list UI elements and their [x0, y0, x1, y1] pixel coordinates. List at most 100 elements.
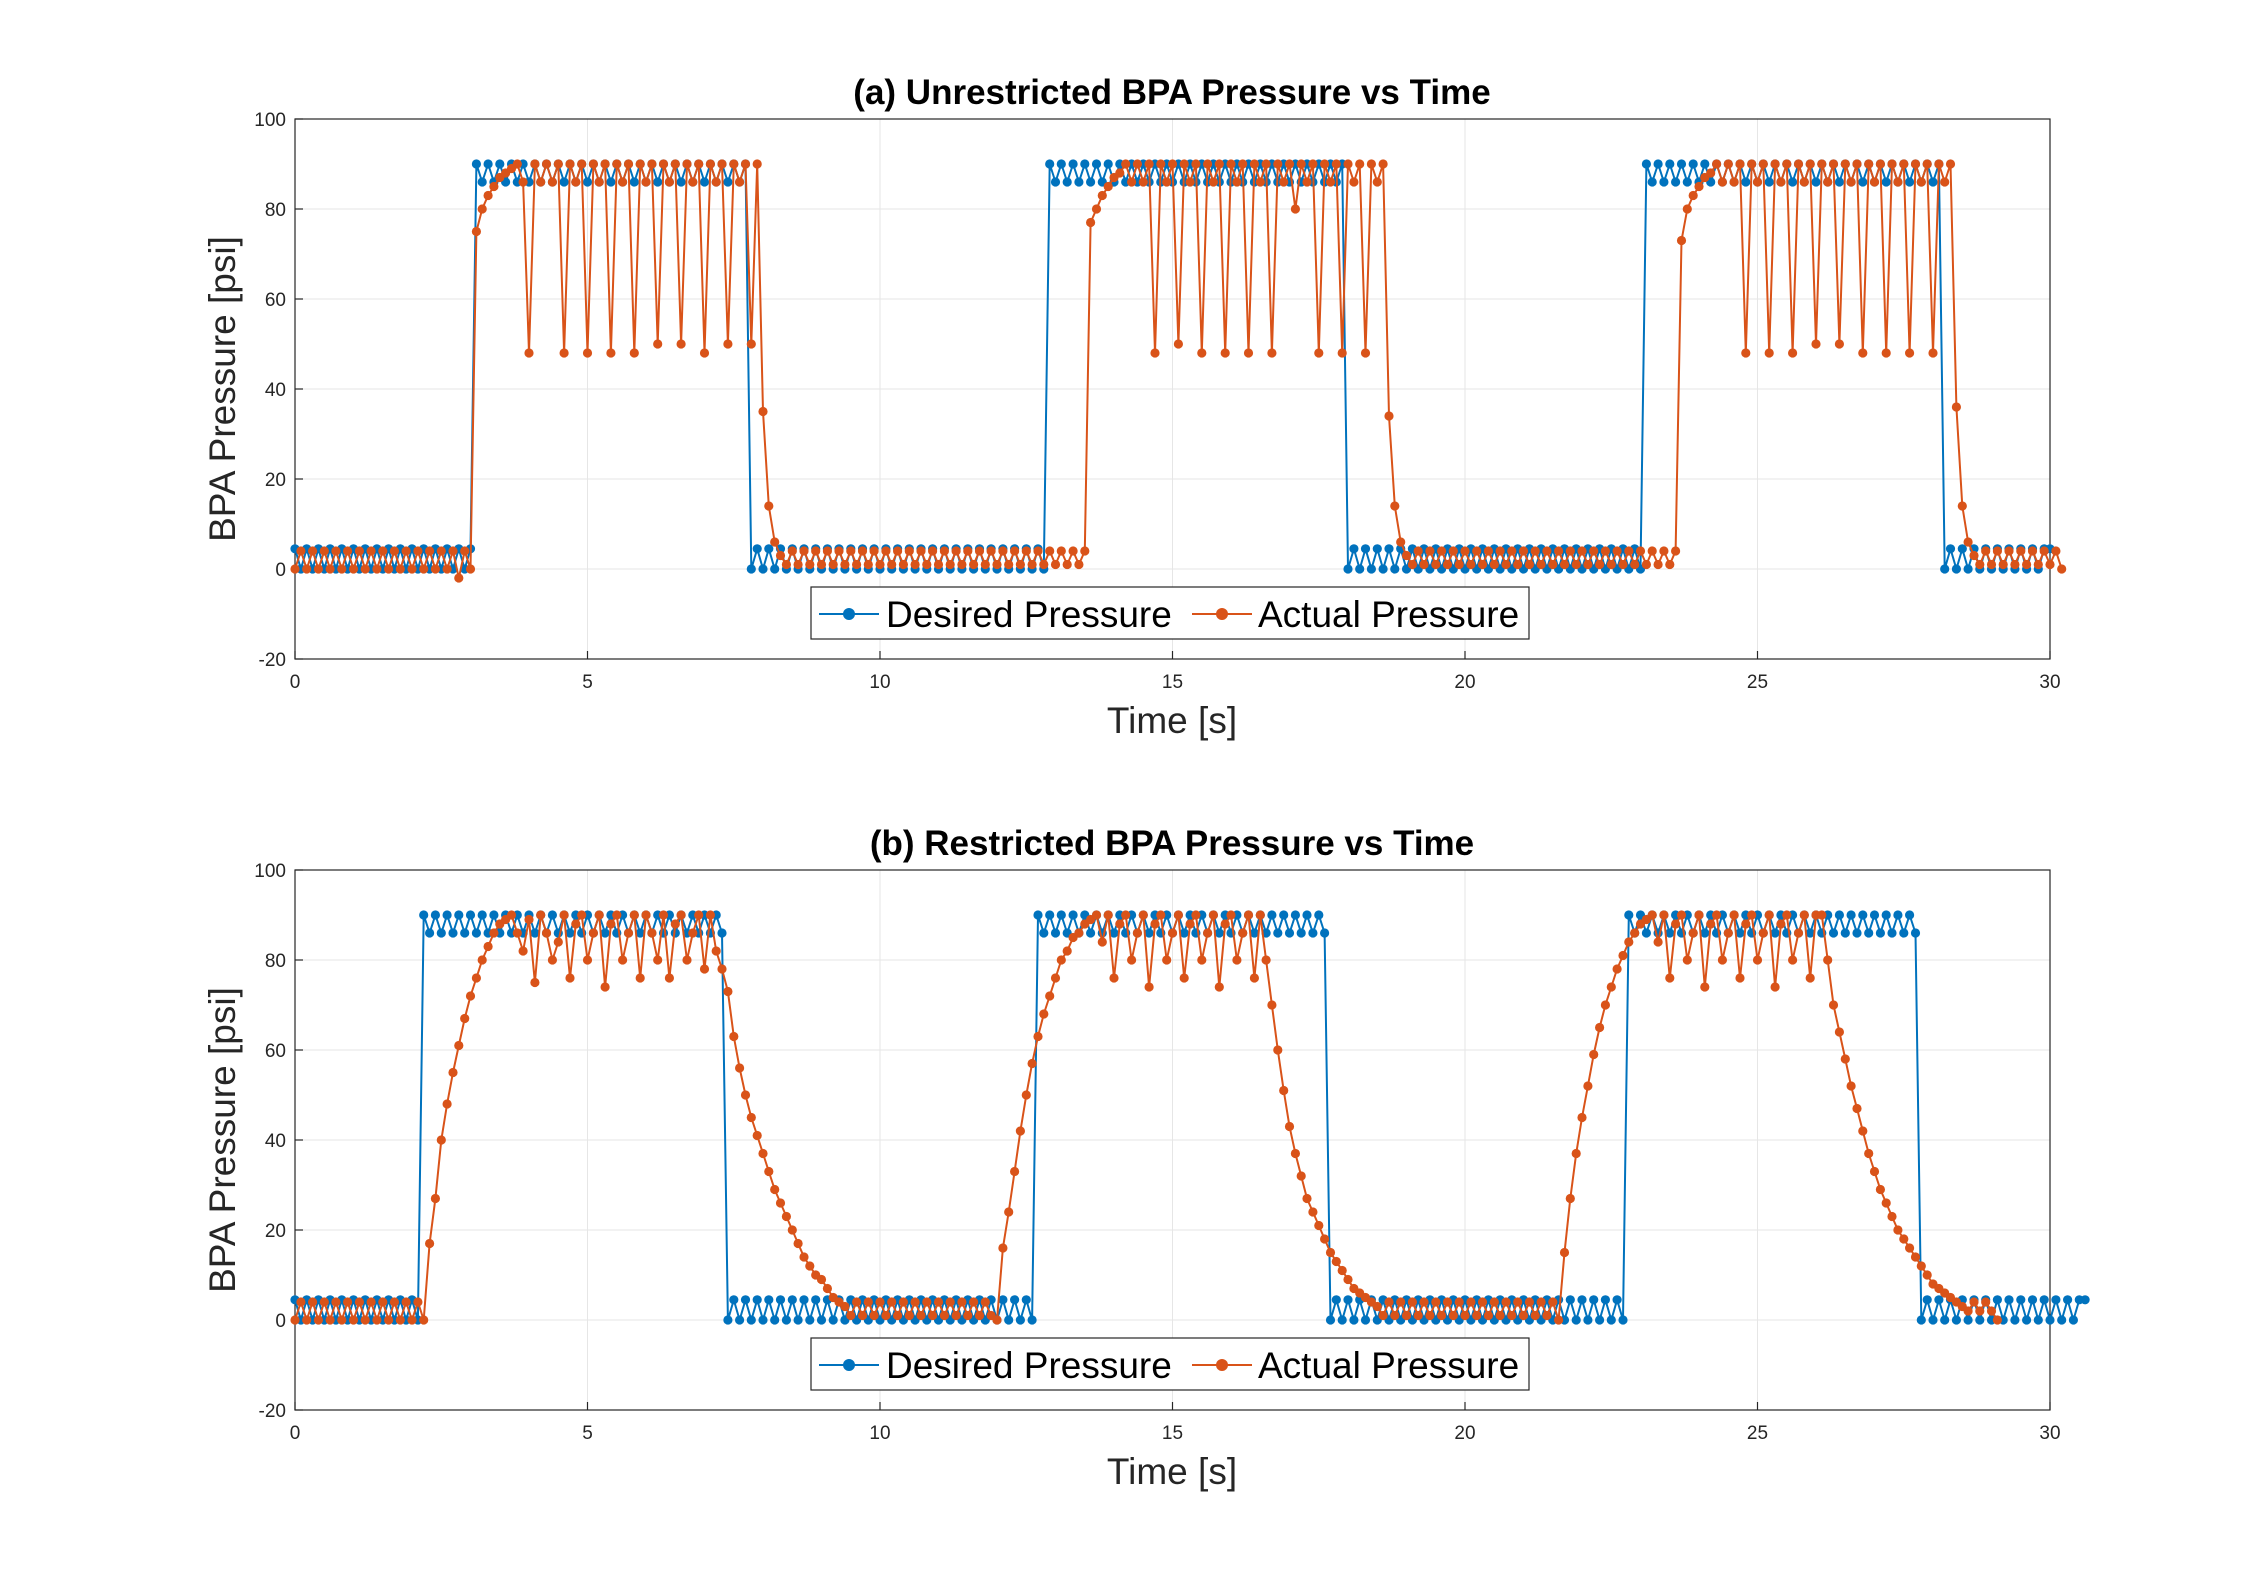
panel-a-series-1-point — [612, 159, 622, 169]
panel-b-series-1-point — [600, 982, 610, 992]
panel-a-series-0-point — [1811, 177, 1821, 187]
panel-a-y-tick-label: 80 — [265, 200, 286, 221]
panel-b-series-1-point — [775, 1198, 786, 1208]
panel-a-series-1-point — [1688, 190, 1698, 201]
panel-a-series-1-point — [1045, 546, 1055, 556]
panel-b-series-1-point — [389, 1297, 399, 1307]
panel-a-series-1-point — [770, 537, 780, 547]
panel-b-series-1-point — [705, 910, 716, 920]
panel-b-series-1-point — [1232, 955, 1242, 965]
panel-b-series-1-point — [1554, 1315, 1564, 1325]
panel-b-series-0-point — [1068, 910, 1078, 920]
panel-b-series-0-point — [816, 1315, 827, 1325]
panel-b-series-1-point — [1132, 928, 1142, 938]
panel-a-series-0-point — [1659, 177, 1669, 187]
panel-a-series-1-point — [1770, 159, 1780, 169]
panel-a-series-0-point — [1963, 564, 1973, 574]
panel-b-series-1-point — [1963, 1306, 1973, 1316]
panel-a-series-1-point — [1080, 546, 1090, 556]
panel-b-series-1-point — [1922, 1270, 1932, 1280]
panel-b-series-1-point — [378, 1297, 388, 1307]
panel-a-series-1-point — [1998, 559, 2008, 570]
panel-b-series-0-point — [565, 928, 575, 938]
panel-a-y-tick-label: 0 — [275, 560, 286, 581]
panel-b-series-0-point — [430, 910, 440, 920]
panel-b-series-1-point — [1682, 955, 1692, 965]
panel-b-series-line-0 — [294, 911, 2086, 1324]
panel-b-series-1-point — [354, 1297, 364, 1307]
panel-a-series-1-point — [1624, 546, 1634, 556]
panel-b-series-1-point — [1595, 1022, 1605, 1033]
panel-a-series-1-point — [1033, 546, 1043, 556]
panel-b-series-1-point — [992, 1315, 1002, 1325]
panel-b-series-0-point — [1214, 928, 1224, 938]
panel-b-series-1-point — [1864, 1148, 1874, 1159]
panel-b-y-tick-label: 20 — [265, 1221, 286, 1242]
panel-b-series-1-point — [565, 973, 575, 983]
panel-a-series-0-point — [699, 177, 710, 187]
panel-a-series-1-point — [1208, 177, 1218, 187]
panel-a-series-1-point — [805, 559, 815, 570]
panel-b-series-1-point — [1518, 1310, 1529, 1321]
panel-a-series-1-point — [875, 559, 885, 570]
panel-b-series-1-point — [1665, 973, 1675, 983]
panel-b-series-1-point — [1243, 910, 1254, 920]
panel-a-series-1-point — [1717, 177, 1727, 187]
panel-a-series-1-point — [963, 546, 973, 556]
panel-b-series-0-point — [1320, 928, 1330, 938]
panel-b-series-1-point — [694, 910, 704, 920]
panel-a-series-1-point — [448, 546, 458, 556]
panel-a-series-1-point — [1437, 546, 1447, 556]
panel-b-series-1-point — [840, 1301, 850, 1312]
panel-b-series-1-point — [407, 1315, 417, 1325]
panel-a-series-1-point — [1138, 177, 1148, 187]
panel-b-series-actual — [290, 910, 2002, 1325]
panel-b-series-1-point — [799, 1252, 809, 1262]
panel-a-series-1-point — [1384, 411, 1394, 421]
panel-a-series-1-point — [711, 177, 721, 187]
panel-b-series-0-point — [1595, 1315, 1605, 1325]
panel-b-series-1-point — [933, 1297, 944, 1307]
panel-b-series-1-point — [1630, 928, 1640, 938]
panel-b-series-0-point — [758, 1315, 768, 1325]
panel-b-series-1-point — [980, 1297, 990, 1307]
panel-b-series-1-point — [1618, 950, 1628, 961]
panel-a-series-0-point — [1045, 159, 1055, 169]
panel-a-series-1-point — [1682, 204, 1692, 214]
panel-b-x-tick-label: 5 — [582, 1423, 593, 1444]
panel-a-series-1-point — [910, 559, 920, 570]
panel-a-series-1-point — [1185, 177, 1195, 187]
panel-b-series-1-point — [1700, 982, 1710, 992]
panel-b-legend-desired-marker — [843, 1359, 855, 1371]
panel-b-series-1-point — [1548, 1297, 1558, 1307]
panel-b-series-0-point — [1577, 1295, 1587, 1305]
panel-a-series-1-point — [939, 546, 950, 556]
panel-a-series-1-point — [664, 177, 675, 187]
panel-b-series-0-point — [454, 910, 464, 920]
panel-a-series-1-point — [1331, 159, 1341, 169]
panel-b-series-1-point — [1606, 982, 1616, 992]
panel-b-series-1-point — [471, 973, 481, 983]
panel-b-series-0-point — [2080, 1295, 2090, 1305]
panel-a-series-1-point — [846, 546, 856, 556]
panel-a-series-1-point — [1466, 559, 1476, 570]
panel-b-series-1-point — [506, 910, 517, 920]
panel-b-series-0-point — [1700, 928, 1710, 938]
panel-b-series-1-point — [928, 1310, 938, 1321]
panel-a-series-1-point — [705, 159, 716, 169]
panel-a-series-1-point — [425, 546, 435, 556]
panel-b-series-1-point — [1881, 1198, 1891, 1208]
panel-b-series-0-point — [1583, 1315, 1593, 1325]
panel-b-series-0-point — [775, 1295, 786, 1305]
panel-a-series-1-point — [1793, 159, 1804, 169]
panel-b-series-0-point — [1144, 928, 1154, 938]
panel-b-series-1-point — [571, 919, 581, 929]
panel-b-series-0-point — [2051, 1295, 2061, 1305]
panel-b-series-0-point — [1325, 1315, 1336, 1325]
panel-a-series-1-point — [752, 159, 762, 169]
panel-b-series-1-point — [764, 1166, 774, 1177]
panel-b-series-1-point — [582, 955, 593, 965]
panel-a-series-1-point — [325, 564, 335, 574]
panel-a-series-1-point — [1986, 559, 1997, 570]
panel-b-series-1-point — [1419, 1297, 1429, 1307]
